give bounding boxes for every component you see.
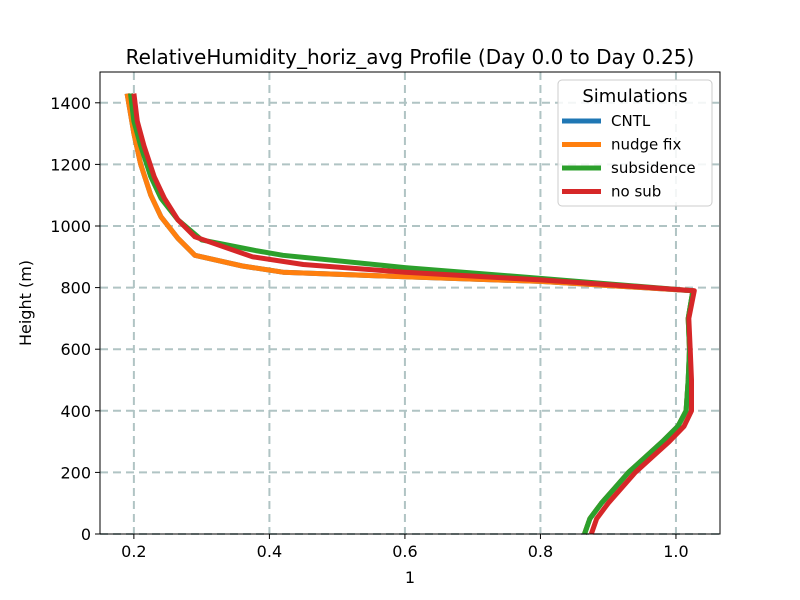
y-tick-label: 600 bbox=[60, 340, 91, 359]
x-tick-label: 1.0 bbox=[663, 542, 688, 561]
legend-label-subsidence: subsidence bbox=[611, 159, 696, 177]
x-axis-label: 1 bbox=[405, 568, 415, 587]
y-axis-label: Height (m) bbox=[16, 260, 35, 346]
legend-label-nudge-fix: nudge fix bbox=[611, 136, 682, 154]
y-tick-label: 1200 bbox=[50, 155, 91, 174]
series-layer bbox=[124, 93, 697, 535]
x-tick-label: 0.2 bbox=[121, 542, 146, 561]
legend-items: CNTL nudge fix subsidence no sub bbox=[562, 112, 696, 201]
series-line-no-sub bbox=[131, 93, 697, 535]
legend-title: Simulations bbox=[582, 86, 687, 107]
y-tick-label: 800 bbox=[60, 279, 91, 298]
legend-box bbox=[557, 79, 713, 207]
x-axis: 0.2 0.4 0.6 0.8 1.0 bbox=[121, 534, 689, 561]
plot-frame bbox=[99, 71, 721, 535]
legend: Simulations CNTL nudge fix subsidence no su… bbox=[557, 79, 713, 207]
x-tick-label: 0.6 bbox=[392, 542, 417, 561]
y-tick-label: 1000 bbox=[50, 217, 91, 236]
y-tick-label: 1400 bbox=[50, 94, 91, 113]
x-tick-label: 0.8 bbox=[528, 542, 553, 561]
grid bbox=[100, 72, 720, 535]
legend-label-no-sub: no sub bbox=[611, 183, 661, 201]
x-tick-label: 0.4 bbox=[257, 542, 282, 561]
y-tick-label: 200 bbox=[60, 463, 91, 482]
chart-title: RelativeHumidity_horiz_avg Profile (Day … bbox=[126, 45, 695, 69]
y-tick-label: 400 bbox=[60, 402, 91, 421]
legend-label-cntl: CNTL bbox=[611, 112, 651, 130]
y-axis: 0 200 400 600 800 1000 1200 1400 bbox=[50, 94, 100, 544]
y-tick-label: 0 bbox=[81, 525, 91, 544]
